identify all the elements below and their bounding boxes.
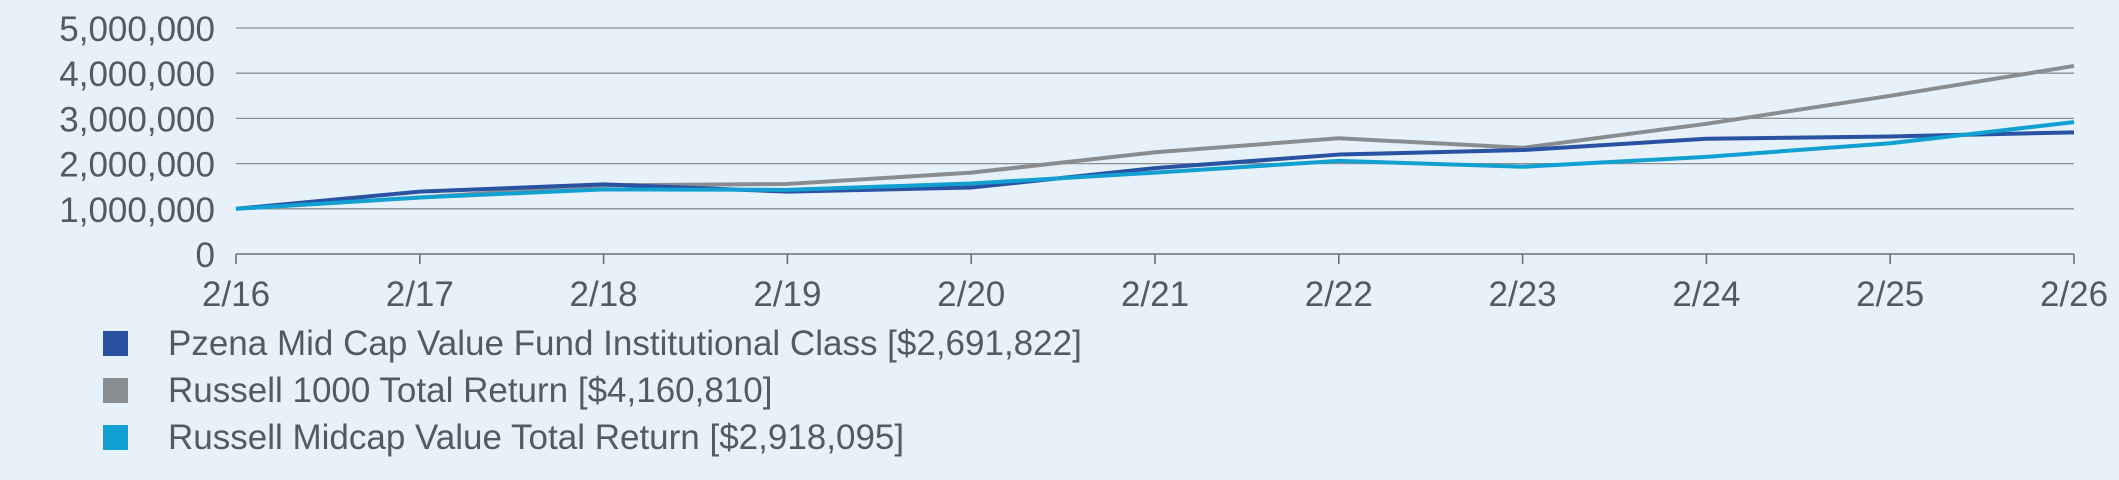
legend-item-pzena: Pzena Mid Cap Value Fund Institutional C… <box>103 320 1082 367</box>
y-tick-label: 4,000,000 <box>59 55 215 94</box>
y-tick-label: 3,000,000 <box>59 100 215 139</box>
legend-label-russell-1000: Russell 1000 Total Return [$4,160,810] <box>168 370 773 410</box>
legend-swatch-pzena <box>103 331 128 356</box>
russell-midcap-line <box>235 120 2075 211</box>
y-tick-label: 1,000,000 <box>59 191 215 230</box>
x-tick-label: 2/25 <box>1856 275 1924 314</box>
y-tick-label: 2,000,000 <box>59 146 215 185</box>
y-tick-label: 0 <box>196 236 215 275</box>
x-tick-label: 2/16 <box>202 275 270 314</box>
legend-item-russell-midcap: Russell Midcap Value Total Return [$2,91… <box>103 414 1082 461</box>
x-tick-label: 2/24 <box>1672 275 1740 314</box>
legend-item-russell-1000: Russell 1000 Total Return [$4,160,810] <box>103 367 1082 414</box>
legend-label-pzena: Pzena Mid Cap Value Fund Institutional C… <box>168 323 1082 363</box>
x-tick-label: 2/22 <box>1305 275 1373 314</box>
legend-swatch-russell-1000 <box>103 378 128 403</box>
y-tick-label: 5,000,000 <box>59 10 215 49</box>
pzena-line <box>235 130 2075 211</box>
russell-1000-line <box>235 63 2075 211</box>
x-tick-label: 2/23 <box>1489 275 1557 314</box>
legend: Pzena Mid Cap Value Fund Institutional C… <box>103 320 1082 461</box>
legend-swatch-russell-midcap <box>103 425 128 450</box>
x-tick-label: 2/26 <box>2040 275 2108 314</box>
x-tick-label: 2/19 <box>753 275 821 314</box>
x-tick-label: 2/20 <box>937 275 1005 314</box>
x-tick-label: 2/17 <box>386 275 454 314</box>
x-tick-label: 2/21 <box>1121 275 1189 314</box>
legend-label-russell-midcap: Russell Midcap Value Total Return [$2,91… <box>168 417 905 457</box>
x-tick-label: 2/18 <box>570 275 638 314</box>
